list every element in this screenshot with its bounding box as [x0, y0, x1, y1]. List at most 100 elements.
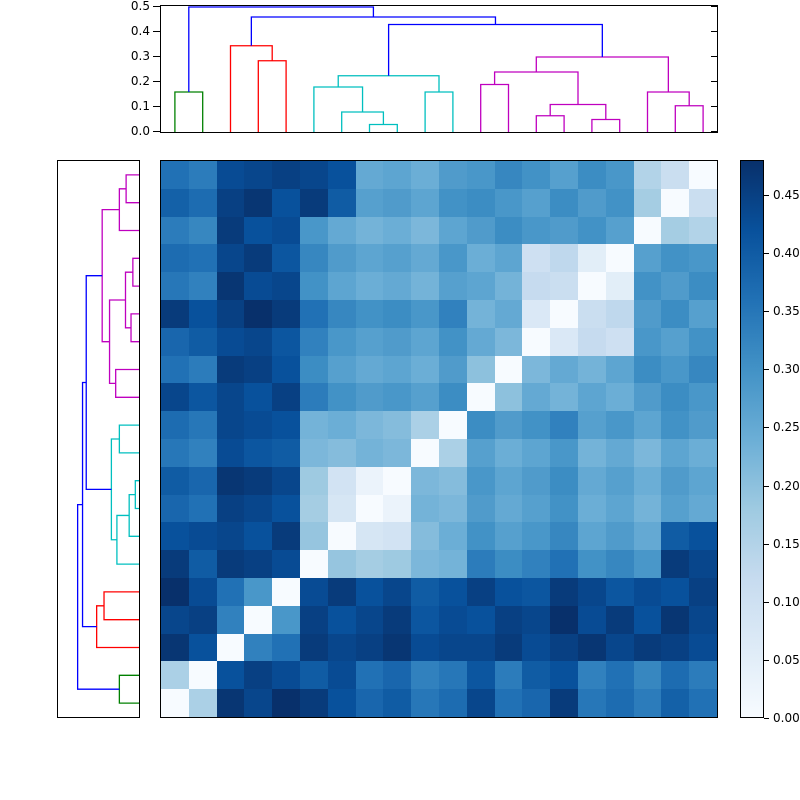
heatmap-cell [605, 466, 634, 495]
heatmap-cell [633, 661, 662, 690]
heatmap-cell [244, 216, 273, 245]
heatmap-cell [466, 272, 495, 300]
heatmap-cell [383, 466, 412, 495]
heatmap-cell [605, 494, 634, 523]
heatmap-cell [577, 522, 606, 551]
heatmap-cell [383, 161, 412, 189]
heatmap-cell [161, 161, 189, 189]
top-axis-tick-mark [153, 56, 160, 57]
heatmap-cell [188, 244, 217, 273]
heatmap-cell [494, 411, 523, 439]
heatmap-cell [689, 188, 717, 217]
heatmap-cell [216, 327, 245, 356]
heatmap-cell [661, 605, 690, 634]
heatmap-cell [633, 355, 662, 384]
heatmap-cell [689, 633, 717, 662]
heatmap-cell [188, 188, 217, 217]
heatmap-cell [550, 188, 578, 217]
heatmap-cell [494, 494, 523, 523]
heatmap-cell [355, 299, 384, 328]
dendrogram-link [493, 71, 579, 105]
heatmap-cell [577, 299, 606, 328]
top-axis-tick-label: 0.5 [130, 0, 150, 13]
heatmap-cell [299, 161, 328, 189]
heatmap-cell [216, 494, 245, 523]
heatmap-cell [411, 494, 439, 523]
heatmap-cell [633, 522, 662, 551]
heatmap-cell [161, 327, 189, 356]
heatmap-cell [216, 438, 245, 467]
heatmap-cell [438, 605, 467, 634]
heatmap-cell [355, 577, 384, 606]
heatmap-cell [438, 411, 467, 439]
heatmap-cell [216, 550, 245, 578]
heatmap-cell [689, 299, 717, 328]
top-axis-tick-label: 0.2 [130, 74, 150, 88]
heatmap-cell [355, 327, 384, 356]
heatmap-cell [411, 355, 439, 384]
heatmap-cell [299, 244, 328, 273]
heatmap-cell [411, 633, 439, 662]
dendrogram-link [128, 493, 139, 537]
heatmap-cell [661, 355, 690, 384]
top-axis-right-tick-mark [711, 106, 717, 107]
heatmap-cell [661, 216, 690, 245]
heatmap-cell [466, 161, 495, 189]
heatmap-cell [216, 216, 245, 245]
heatmap-cell [522, 355, 551, 384]
colorbar [740, 160, 764, 718]
heatmap-cell [161, 355, 189, 384]
heatmap-cell [577, 661, 606, 690]
dendrogram-link [118, 188, 139, 232]
heatmap-cell [466, 605, 495, 634]
heatmap-cell [494, 327, 523, 356]
heatmap-cell [605, 438, 634, 467]
heatmap-cell [411, 661, 439, 690]
heatmap-cell [327, 188, 356, 217]
heatmap-cell [355, 188, 384, 217]
heatmap-cell [355, 411, 384, 439]
heatmap-cell [633, 633, 662, 662]
heatmap-cell [522, 605, 551, 634]
heatmap-cell [605, 605, 634, 634]
heatmap-cell [522, 188, 551, 217]
heatmap-cell [244, 244, 273, 273]
dendrogram-link [110, 438, 120, 541]
heatmap-cell [216, 577, 245, 606]
heatmap-cell [438, 161, 467, 189]
heatmap-cell [633, 383, 662, 412]
heatmap-cell [327, 299, 356, 328]
heatmap-cell [438, 355, 467, 384]
top-axis-tick-mark [153, 106, 160, 107]
heatmap-cell [299, 438, 328, 467]
heatmap-cell [605, 299, 634, 328]
heatmap-cell [494, 550, 523, 578]
heatmap-cell [216, 605, 245, 634]
heatmap-cell [550, 577, 578, 606]
heatmap-cell [438, 661, 467, 690]
heatmap-cell [466, 411, 495, 439]
colorbar-tick-label: 0.10 [773, 594, 800, 609]
heatmap-cell [494, 355, 523, 384]
heatmap-cell [577, 161, 606, 189]
heatmap-cell [161, 383, 189, 412]
heatmap-cell [466, 577, 495, 606]
heatmap-cell [577, 383, 606, 412]
heatmap-cell [161, 689, 189, 717]
heatmap-cell [355, 272, 384, 300]
heatmap-cell [494, 605, 523, 634]
heatmap-cell [411, 161, 439, 189]
heatmap-cell [327, 161, 356, 189]
heatmap-cell [327, 244, 356, 273]
heatmap-cell [550, 689, 578, 717]
heatmap-cell [411, 188, 439, 217]
heatmap-cell [383, 438, 412, 467]
heatmap-cell [661, 411, 690, 439]
heatmap-cell [188, 438, 217, 467]
heatmap-cell [188, 327, 217, 356]
heatmap-cell [411, 605, 439, 634]
heatmap-cell [161, 661, 189, 690]
heatmap-cell [550, 244, 578, 273]
heatmap-cell [522, 244, 551, 273]
dendrogram-link [387, 23, 603, 76]
